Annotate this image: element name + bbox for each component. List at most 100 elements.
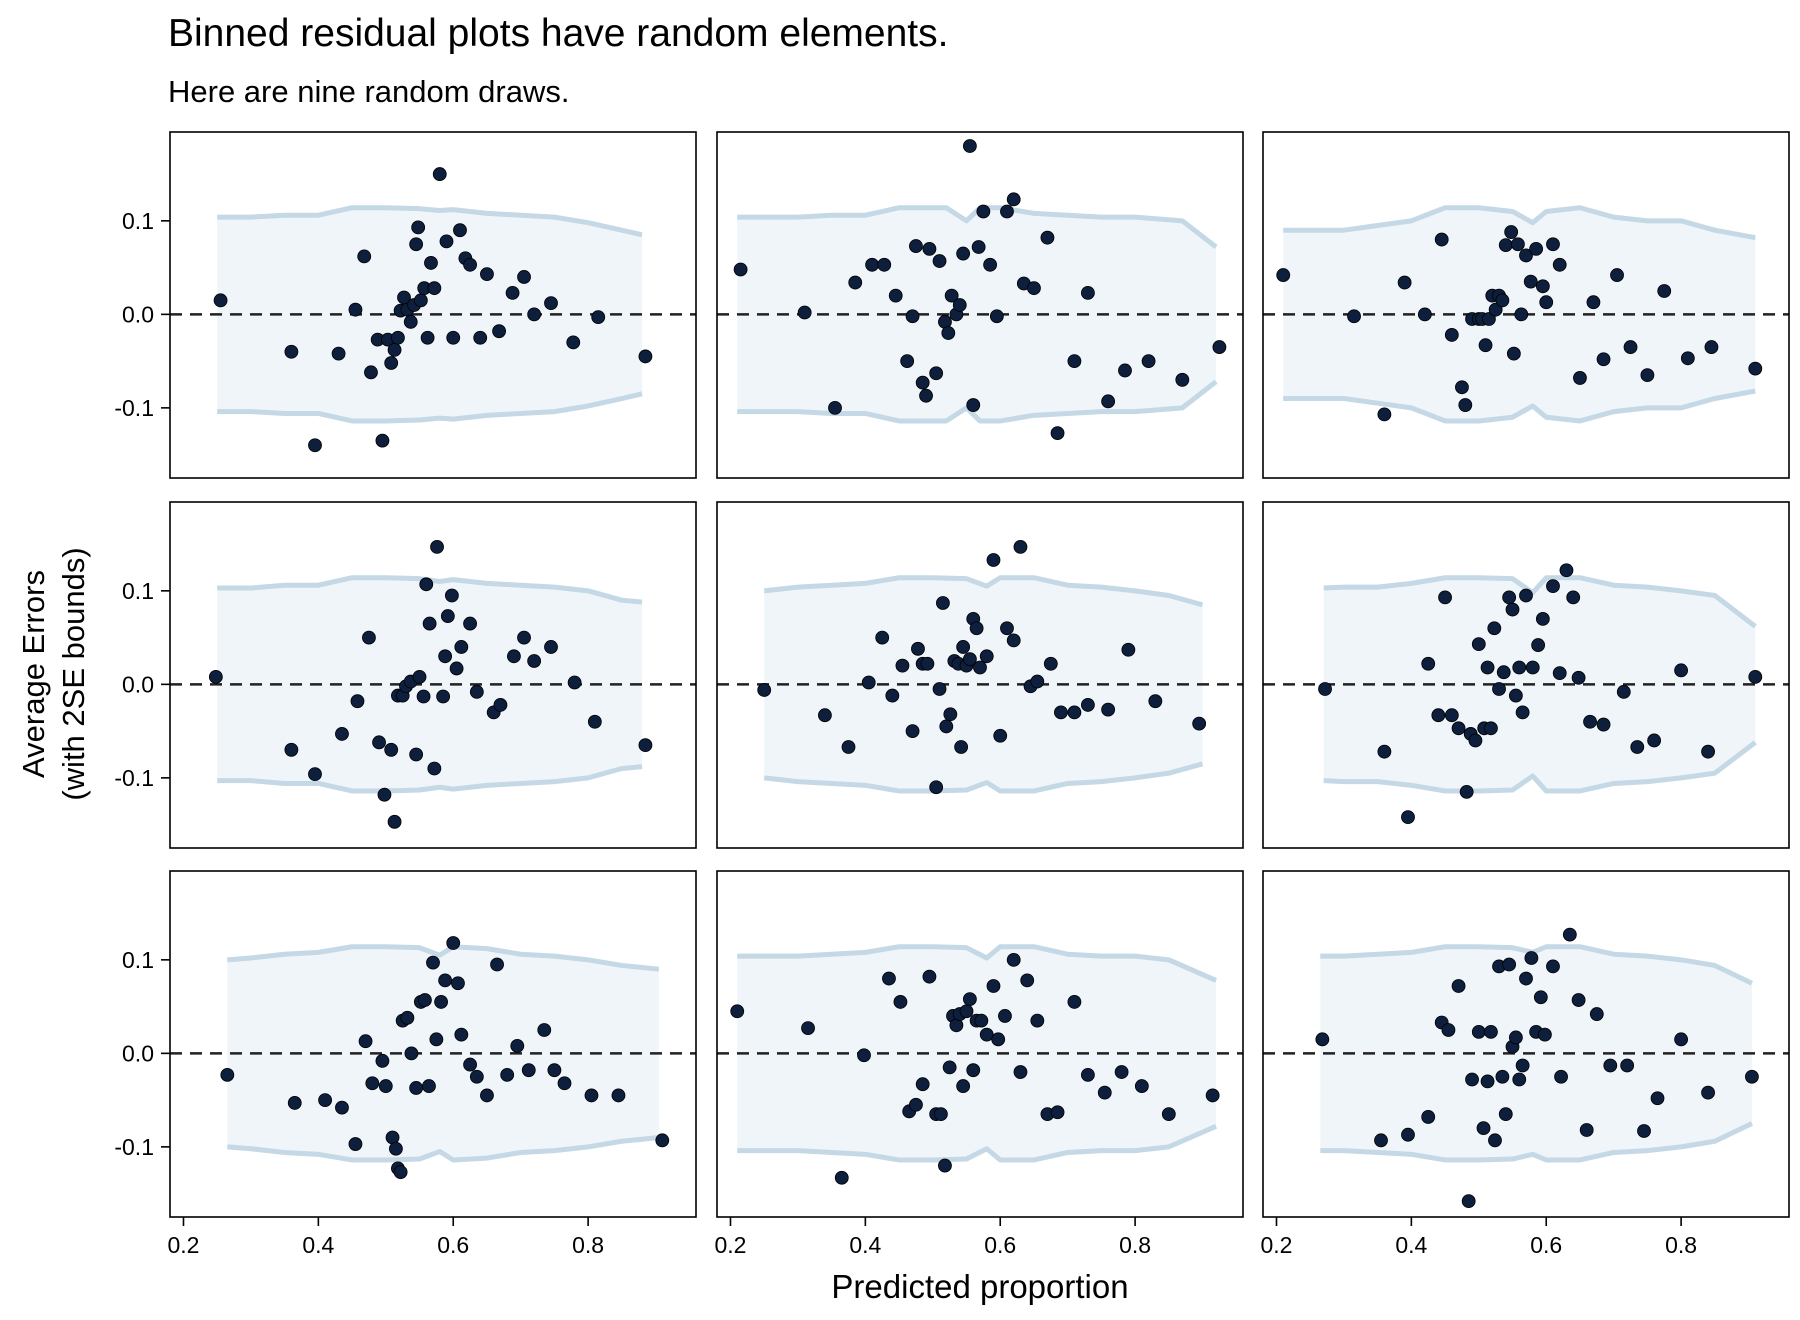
data-point xyxy=(378,1079,393,1093)
data-point xyxy=(566,335,581,350)
data-point xyxy=(1000,621,1014,636)
data-point xyxy=(938,1158,952,1173)
y-tick-label: -0.1 xyxy=(114,765,154,791)
data-point xyxy=(1488,302,1503,317)
data-point xyxy=(962,992,977,1007)
y-tick-label: 0.0 xyxy=(122,1040,154,1066)
data-point xyxy=(411,220,426,235)
data-point xyxy=(372,735,386,750)
panel-content xyxy=(170,936,696,1180)
upper-bound-line xyxy=(737,205,1218,249)
data-point xyxy=(1459,784,1474,799)
data-point xyxy=(611,1088,626,1103)
data-point xyxy=(1397,275,1412,290)
data-point xyxy=(733,262,748,277)
data-point xyxy=(1680,351,1695,366)
data-point xyxy=(974,1013,989,1028)
data-point xyxy=(971,240,986,254)
data-point xyxy=(905,309,920,324)
data-point xyxy=(463,1057,477,1072)
data-point xyxy=(865,257,880,272)
panel-content xyxy=(170,167,696,453)
data-point xyxy=(1552,257,1567,272)
data-point xyxy=(427,281,442,296)
data-point xyxy=(446,936,461,950)
data-point xyxy=(1701,1085,1715,1100)
data-point xyxy=(1377,744,1392,759)
x-tick-label: 0.6 xyxy=(984,1232,1016,1258)
data-point xyxy=(1505,602,1520,617)
lower-bound-line xyxy=(217,391,643,424)
data-point xyxy=(350,694,365,709)
data-point xyxy=(969,621,984,636)
data-point xyxy=(962,652,977,667)
data-point xyxy=(348,1137,363,1151)
data-point xyxy=(393,1165,408,1180)
data-point xyxy=(591,310,606,325)
data-point xyxy=(1476,1121,1491,1136)
data-point xyxy=(1458,398,1473,412)
data-point xyxy=(983,257,998,272)
panel-frame xyxy=(1262,131,1790,479)
data-point xyxy=(888,288,903,303)
data-point xyxy=(335,727,349,741)
upper-bound-line xyxy=(217,205,643,238)
y-tick-label: 0.0 xyxy=(122,301,154,327)
data-point xyxy=(480,267,494,282)
data-point xyxy=(1377,407,1392,422)
data-point xyxy=(1529,241,1544,256)
data-point xyxy=(895,658,910,673)
data-point xyxy=(505,285,520,300)
data-point xyxy=(1748,361,1763,376)
lower-bound-line xyxy=(1320,1121,1753,1163)
data-point xyxy=(493,698,508,712)
data-point xyxy=(962,139,977,153)
panel-content xyxy=(1263,927,1789,1209)
data-point xyxy=(1441,1023,1456,1037)
data-point xyxy=(584,1088,599,1103)
data-point xyxy=(1701,744,1715,759)
data-point xyxy=(882,971,896,986)
data-point xyxy=(469,684,484,699)
facet-panel-5 xyxy=(716,501,1244,849)
data-point xyxy=(1101,394,1116,409)
data-point xyxy=(1506,346,1521,361)
data-point xyxy=(1484,1024,1498,1039)
data-point xyxy=(1571,670,1586,685)
data-point xyxy=(220,1067,235,1082)
data-point xyxy=(911,641,925,656)
x-tick-label: 0.8 xyxy=(1665,1232,1697,1258)
data-point xyxy=(1586,295,1601,310)
data-point xyxy=(942,1060,957,1075)
data-point xyxy=(1589,1007,1604,1021)
data-point xyxy=(989,309,1004,324)
data-point xyxy=(956,640,971,654)
x-tick-label: 0.4 xyxy=(302,1232,334,1258)
data-point xyxy=(915,1077,930,1092)
data-point xyxy=(510,1038,525,1053)
data-point xyxy=(1573,371,1587,385)
data-point xyxy=(490,957,504,972)
data-point xyxy=(1554,1069,1568,1084)
data-point xyxy=(757,683,772,697)
data-point xyxy=(1502,590,1517,605)
data-point xyxy=(956,246,971,261)
data-point xyxy=(416,689,431,704)
data-point xyxy=(1030,674,1045,689)
data-point xyxy=(1657,284,1672,298)
data-point xyxy=(638,738,653,753)
data-point xyxy=(387,814,402,829)
data-point xyxy=(1519,971,1533,986)
data-point xyxy=(1596,717,1611,732)
upper-bound-line xyxy=(737,944,1218,983)
lower-bound-line xyxy=(737,1124,1218,1163)
data-point xyxy=(1417,307,1432,322)
y-tick-label: 0.1 xyxy=(122,578,154,604)
data-point xyxy=(1495,1069,1510,1084)
data-point xyxy=(400,1010,415,1025)
data-point xyxy=(1401,1127,1415,1142)
data-point xyxy=(956,1079,971,1093)
data-point xyxy=(828,400,842,415)
data-point xyxy=(1421,1110,1436,1124)
data-point xyxy=(933,1107,948,1122)
